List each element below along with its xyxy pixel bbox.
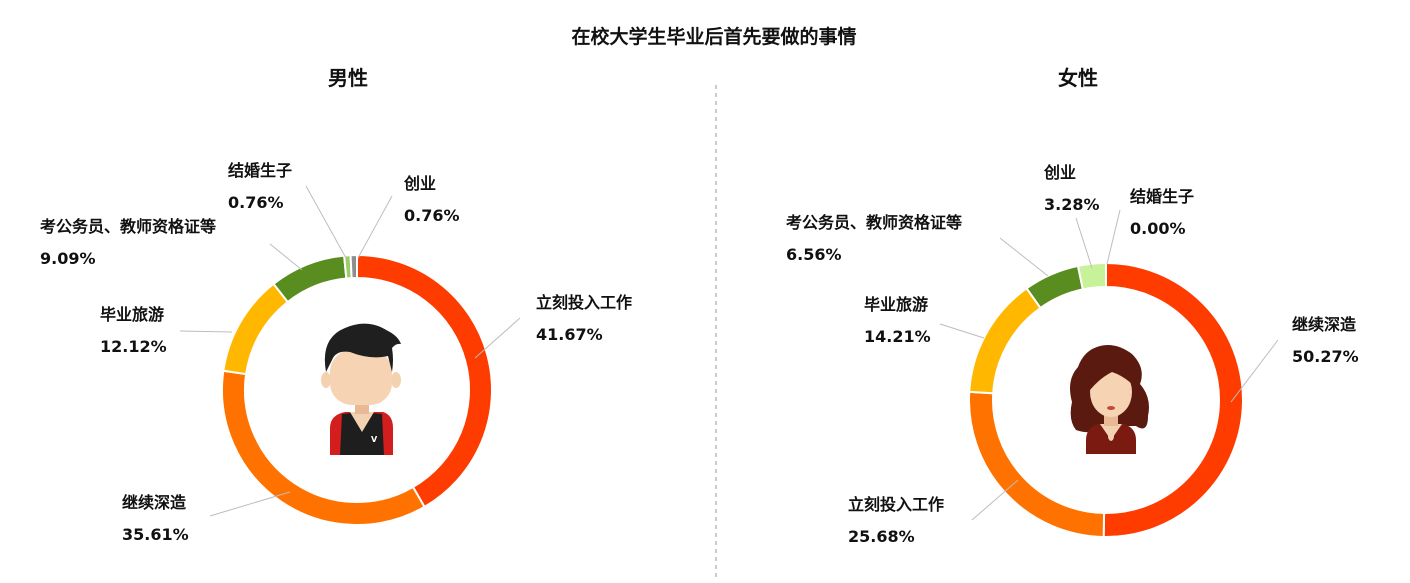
leader-line xyxy=(1075,217,1093,269)
leader-line xyxy=(1230,339,1279,403)
slice-label: 立刻投入工作 xyxy=(536,293,632,312)
slice-label: 结婚生子 xyxy=(1129,187,1194,206)
slice-value-label: 25.68% xyxy=(848,527,915,546)
slice-label: 创业 xyxy=(403,174,436,193)
male-subtitle: 男性 xyxy=(328,66,368,90)
slice-label: 考公务员、教师资格证等 xyxy=(40,217,216,236)
svg-text:V: V xyxy=(371,435,378,444)
slice-value-label: 0.76% xyxy=(228,193,284,212)
donut-slice xyxy=(1076,261,1107,291)
slice-label: 创业 xyxy=(1043,163,1076,182)
donut-slice xyxy=(222,282,290,376)
leader-line xyxy=(269,243,303,271)
donut-slice xyxy=(221,369,426,526)
slice-value-label: 35.61% xyxy=(122,525,189,544)
slice-value-label: 9.09% xyxy=(40,249,96,268)
slice-value-label: 0.00% xyxy=(1130,219,1186,238)
leader-line xyxy=(474,317,521,359)
slice-value-label: 50.27% xyxy=(1292,347,1359,366)
slice-value-label: 3.28% xyxy=(1044,195,1100,214)
male-donut xyxy=(221,253,493,526)
slice-value-label: 41.67% xyxy=(536,325,603,344)
slice-label: 毕业旅游 xyxy=(100,305,164,324)
leader-line xyxy=(305,185,347,259)
slice-label: 继续深造 xyxy=(1292,315,1357,334)
male-avatar-icon: V xyxy=(321,323,401,455)
slice-label: 立刻投入工作 xyxy=(848,495,944,514)
female-donut xyxy=(968,261,1244,538)
slice-value-label: 6.56% xyxy=(786,245,842,264)
leader-line xyxy=(939,323,985,339)
slice-value-label: 12.12% xyxy=(100,337,167,356)
donut-slice xyxy=(1025,264,1085,310)
slice-value-label: 0.76% xyxy=(404,206,460,225)
slice-value-label: 14.21% xyxy=(864,327,931,346)
female-subtitle: 女性 xyxy=(1058,66,1098,90)
leader-line xyxy=(357,195,393,259)
slice-label: 毕业旅游 xyxy=(864,295,928,314)
leader-line xyxy=(209,491,291,517)
female-avatar-icon xyxy=(1070,345,1149,454)
chart-title: 在校大学生毕业后首先要做的事情 xyxy=(571,25,856,48)
donut-slice xyxy=(968,286,1042,395)
donut-slice xyxy=(349,253,358,280)
leader-line xyxy=(1106,209,1121,265)
leader-line xyxy=(999,237,1049,277)
leader-line xyxy=(179,330,233,333)
donut-slice xyxy=(272,254,348,304)
slice-label: 考公务员、教师资格证等 xyxy=(786,213,962,232)
leader-line xyxy=(971,479,1019,521)
slice-label: 结婚生子 xyxy=(227,161,292,180)
slice-labels: 立刻投入工作 41.67% 继续深造 35.61% 毕业旅游 12.12% 考公务员、教师资… xyxy=(40,161,1359,546)
slice-label: 继续深造 xyxy=(122,493,187,512)
